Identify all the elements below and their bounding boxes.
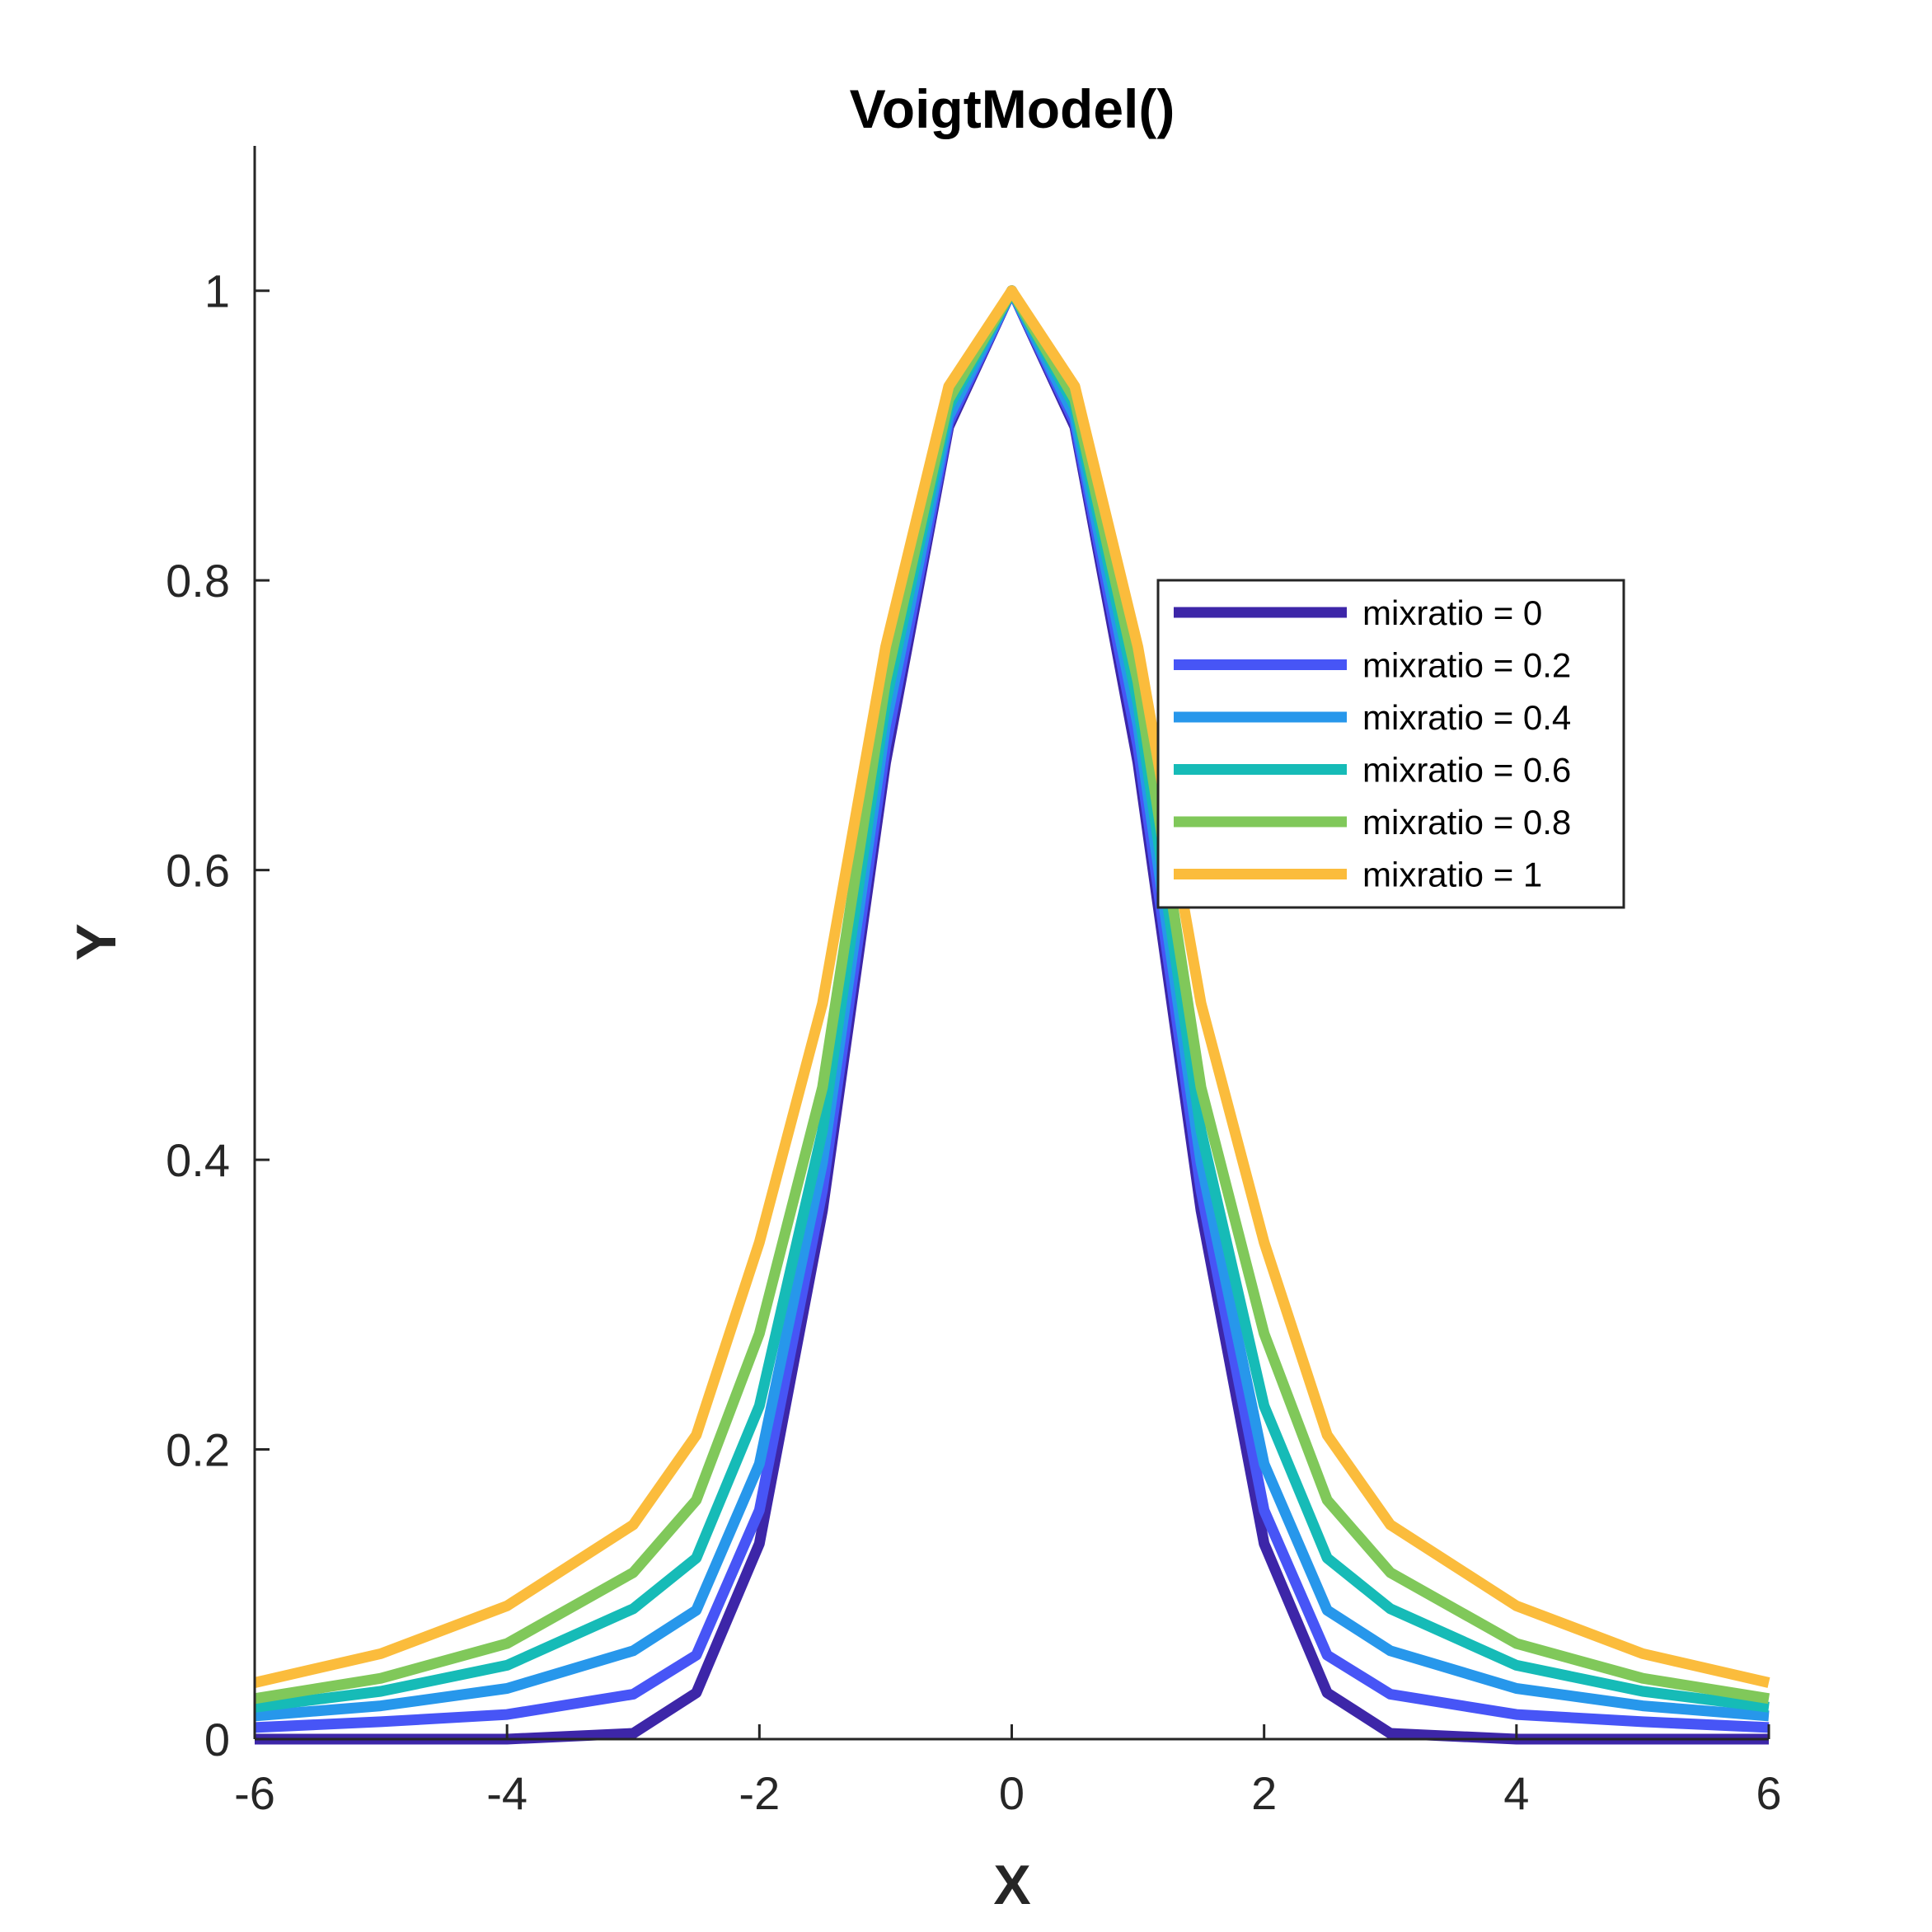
x-tick-label-6: 6 bbox=[1756, 1767, 1781, 1819]
legend-label-3: mixratio = 0.6 bbox=[1362, 751, 1571, 790]
y-tick-label-3: 0.6 bbox=[166, 845, 230, 897]
legend-box bbox=[1156, 579, 1625, 909]
x-axis-ticks: -6 -4 -2 0 2 4 6 bbox=[234, 1724, 1782, 1819]
chart-title: VoigtModel() bbox=[850, 78, 1175, 139]
x-tick-label-2: -2 bbox=[739, 1767, 780, 1819]
legend-label-1: mixratio = 0.2 bbox=[1362, 646, 1571, 685]
x-tick-label-1: -4 bbox=[486, 1767, 528, 1819]
y-axis-label: Y bbox=[65, 923, 128, 960]
x-tick-label-3: 0 bbox=[999, 1767, 1025, 1819]
series-layer bbox=[253, 285, 1770, 1745]
series-line-4 bbox=[253, 285, 1770, 1705]
y-tick-label-1: 0.2 bbox=[166, 1424, 230, 1476]
y-tick-label-2: 0.4 bbox=[166, 1134, 230, 1186]
x-tick-label-5: 4 bbox=[1503, 1767, 1529, 1819]
legend-label-2: mixratio = 0.4 bbox=[1362, 698, 1571, 737]
y-axis-ticks: 0 0.2 0.4 0.6 0.8 1 bbox=[166, 265, 270, 1766]
x-tick-label-0: -6 bbox=[234, 1767, 275, 1819]
legend-label-0: mixratio = 0 bbox=[1362, 593, 1542, 632]
y-tick-label-4: 0.8 bbox=[166, 555, 230, 607]
series-line-5 bbox=[253, 285, 1770, 1688]
x-tick-label-4: 2 bbox=[1251, 1767, 1277, 1819]
y-tick-label-5: 1 bbox=[204, 265, 230, 317]
series-line-3 bbox=[254, 285, 1770, 1713]
series-line-2 bbox=[254, 285, 1770, 1722]
x-axis-label: X bbox=[993, 1854, 1030, 1916]
y-tick-label-0: 0 bbox=[204, 1714, 230, 1766]
series-line-1 bbox=[254, 285, 1770, 1733]
legend-label-5: mixratio = 1 bbox=[1362, 856, 1542, 894]
legend-label-4: mixratio = 0.8 bbox=[1362, 803, 1571, 842]
legend: mixratio = 0 mixratio = 0.2 mixratio = 0.4… bbox=[1156, 579, 1625, 909]
series-line-0 bbox=[255, 285, 1769, 1745]
